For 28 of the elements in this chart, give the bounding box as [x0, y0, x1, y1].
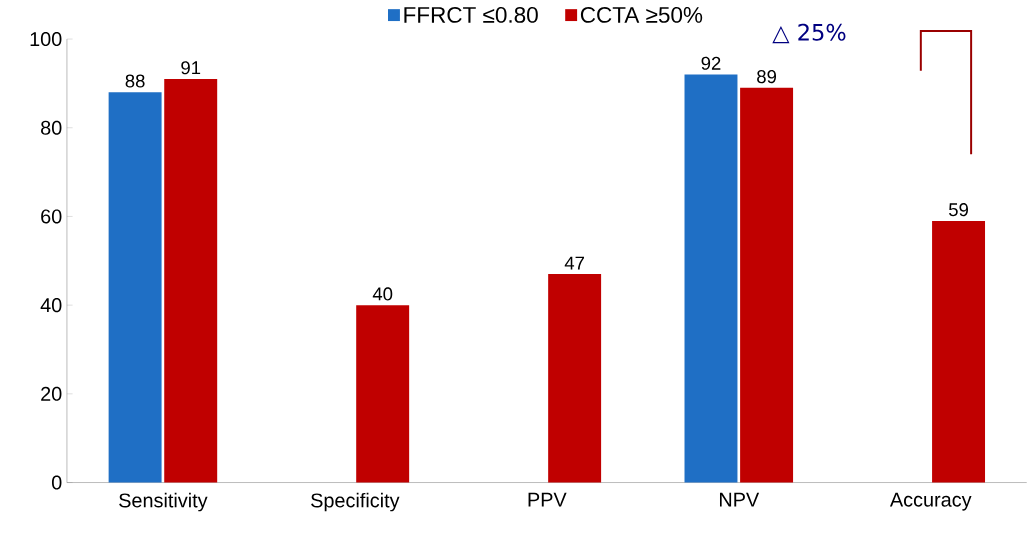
data-label: 89	[757, 69, 777, 84]
x-tick-label: Sensitivity	[119, 492, 208, 512]
bar	[108, 92, 162, 483]
data-label: 91	[181, 61, 201, 75]
y-tick-label: 60	[41, 209, 62, 224]
y-tick-label: 80	[41, 120, 62, 135]
x-tick-label: PPV	[528, 492, 567, 507]
bar	[932, 220, 986, 483]
data-label: 47	[564, 256, 585, 270]
data-label: 40	[372, 287, 393, 301]
bar	[356, 305, 410, 483]
x-tick-label: NPV	[719, 492, 760, 507]
bar	[164, 78, 218, 483]
bar	[740, 87, 794, 483]
x-tick-label: Specificity	[311, 492, 400, 512]
data-label: 59	[948, 203, 968, 217]
y-tick-label: 40	[40, 298, 62, 313]
data-label: 88	[125, 74, 145, 88]
legend-label: CCTA ≥50%	[580, 6, 703, 23]
bar	[684, 74, 738, 483]
legend-label: FFRCT ≤0.80	[404, 6, 538, 23]
data-label: 92	[701, 56, 721, 70]
y-tick-label: 20	[41, 386, 62, 401]
annotation: △ 25%	[772, 23, 846, 44]
y-tick-label: 0	[51, 475, 62, 490]
y-tick-label: 100	[30, 31, 62, 47]
x-tick-label: Accuracy	[889, 492, 972, 511]
bar	[548, 274, 602, 483]
